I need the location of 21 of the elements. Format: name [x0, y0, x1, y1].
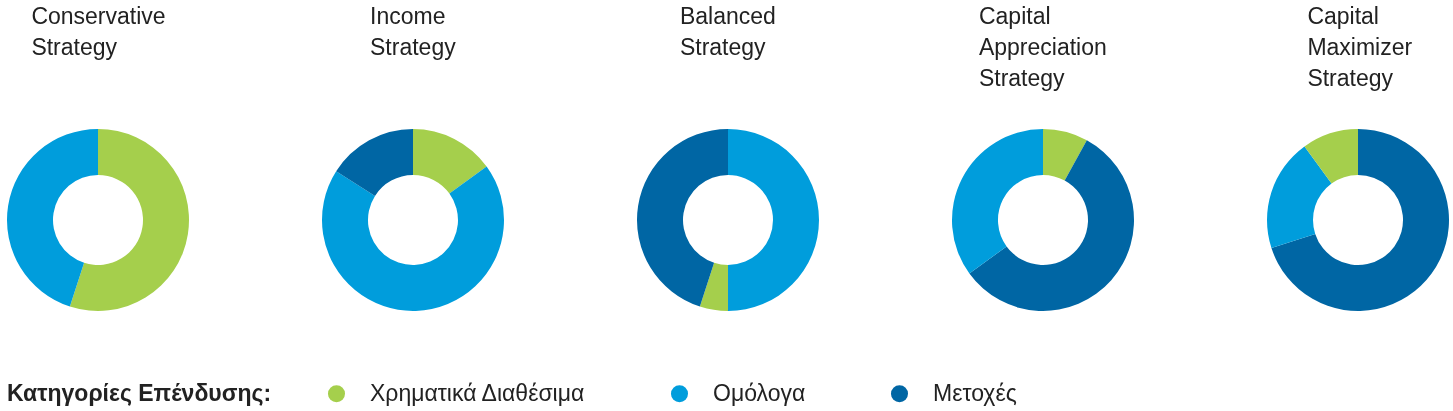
donut-slice — [699, 262, 728, 311]
legend-label: Μετοχές — [933, 379, 1017, 406]
chart-title: Capital Maximizer Strategy — [1307, 3, 1413, 91]
donut-slice — [728, 129, 819, 311]
donut-slice — [952, 129, 1043, 274]
legend-label: Χρηματικά Διαθέσιμα — [370, 379, 585, 406]
donut-slice — [322, 166, 504, 311]
chart-title: Conservative Strategy — [31, 3, 166, 60]
donut-slice — [1304, 129, 1358, 184]
donut-slice — [637, 129, 728, 307]
donut-slice — [1043, 129, 1087, 181]
legend-label: Ομόλογα — [713, 379, 806, 406]
chart-title: Income Strategy — [370, 3, 457, 60]
chart-title: Capital Appreciation Strategy — [978, 3, 1107, 91]
donut-slice — [1267, 146, 1332, 249]
donut-slice — [1271, 129, 1449, 311]
chart-title: Balanced Strategy — [679, 3, 776, 60]
legend-title: Κατηγορίες Επένδυσης: — [7, 380, 272, 406]
donut-slice — [336, 129, 413, 196]
donut-slice — [413, 129, 487, 194]
donut-slice — [969, 140, 1134, 311]
